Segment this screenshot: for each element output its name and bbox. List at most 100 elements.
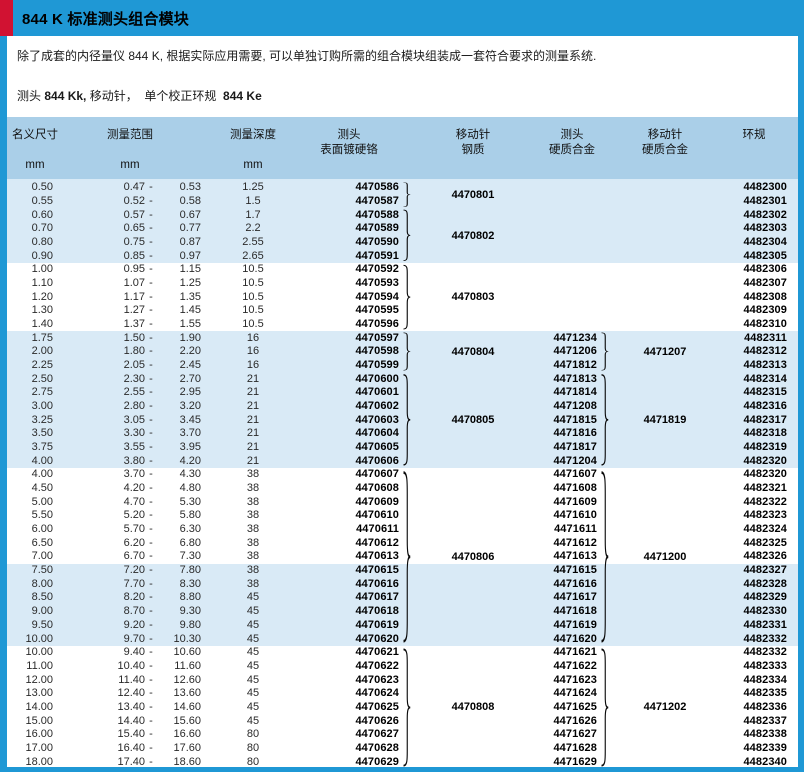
probe-chrome-partno: 4470588 [355, 208, 399, 221]
ring-gauge-partno: 4482310 [743, 318, 787, 331]
nominal-size: 0.55 [31, 195, 53, 207]
nominal-size: 9.50 [31, 618, 53, 631]
nominal-size: 6.00 [31, 523, 53, 536]
range-max: 2.20 [179, 345, 201, 358]
range-min: 3.70 [123, 468, 145, 481]
group-brace-chrome [399, 331, 415, 372]
range-min: 1.50 [123, 331, 145, 344]
nominal-size: 1.75 [31, 331, 53, 344]
nominal-size: 14.00 [25, 700, 53, 713]
measuring-depth: 1.7 [245, 208, 261, 221]
probe-chrome-partno: 4470594 [355, 290, 399, 303]
ring-gauge-partno: 4482322 [743, 495, 787, 508]
measuring-depth: 10.5 [242, 277, 264, 290]
range-separator: - [149, 427, 153, 440]
probe-carbide-partno: 4471613 [553, 550, 597, 563]
range-max: 0.97 [179, 249, 201, 262]
row-shading-band [7, 563, 798, 646]
probe-chrome-partno: 4470613 [355, 550, 399, 563]
range-separator: - [149, 372, 153, 385]
needle-steel-partno: 4470802 [451, 229, 495, 242]
probe-group: 0.60 0.57-0.67 1.7 4470588 4482302 0.70 0.65-0… [7, 208, 798, 263]
ring-gauge-partno: 4482304 [743, 236, 787, 249]
probe-carbide-partno: 4471234 [553, 331, 597, 344]
probe-carbide-partno: 4471814 [553, 386, 597, 399]
table-body: 0.50 0.47-0.53 1.25 4470586 4482300 0.55 0.52-… [7, 181, 798, 767]
range-separator: - [149, 509, 153, 522]
probe-chrome-partno: 4470592 [355, 263, 399, 276]
range-min: 3.55 [123, 441, 145, 454]
probe-chrome-partno: 4470604 [355, 427, 399, 440]
measuring-depth: 21 [246, 454, 260, 467]
ring-gauge-partno: 4482334 [743, 673, 787, 686]
subtitle-model-844kk: 844 Kk, [44, 89, 87, 103]
range-max: 4.20 [179, 454, 201, 467]
measuring-depth: 45 [246, 659, 260, 672]
ring-gauge-partno: 4482335 [743, 687, 787, 700]
probe-chrome-partno: 4470617 [355, 591, 399, 604]
ring-gauge-partno: 4482321 [743, 482, 787, 495]
range-min: 6.70 [123, 550, 145, 563]
probe-chrome-partno: 4470625 [355, 700, 399, 713]
subtitle-middle: 移动针， 单个校正环规 [86, 89, 224, 103]
ring-gauge-partno: 4482320 [743, 454, 787, 467]
range-separator: - [149, 618, 153, 631]
nominal-size: 0.70 [31, 222, 53, 235]
range-min: 5.70 [123, 523, 145, 536]
range-separator: - [149, 290, 153, 303]
nominal-size: 2.00 [31, 345, 53, 358]
measuring-depth: 80 [246, 741, 260, 754]
range-max: 1.25 [179, 277, 201, 290]
range-max: 0.67 [179, 208, 201, 221]
range-separator: - [149, 413, 153, 426]
range-max: 6.30 [179, 523, 201, 536]
range-separator: - [149, 564, 153, 577]
range-separator: - [149, 728, 153, 741]
measuring-depth: 38 [246, 468, 260, 481]
range-separator: - [149, 755, 153, 767]
nominal-size: 11.00 [26, 659, 53, 672]
range-max: 4.30 [179, 468, 201, 481]
range-separator: - [149, 454, 153, 467]
range-max: 3.95 [179, 441, 201, 454]
probe-chrome-partno: 4470598 [355, 345, 399, 358]
range-separator: - [149, 236, 153, 249]
probe-chrome-partno: 4470626 [355, 714, 399, 727]
measuring-depth: 45 [246, 618, 260, 631]
ring-gauge-partno: 4482317 [743, 413, 787, 426]
group-brace-chrome [399, 646, 415, 767]
measuring-depth: 38 [246, 550, 260, 563]
measuring-depth: 10.5 [242, 263, 264, 276]
needle-steel-partno: 4470803 [451, 291, 495, 304]
nominal-size: 4.50 [31, 482, 53, 495]
probe-group: 10.00 9.40-10.60 45 4470621 4471621 4482332 11… [7, 646, 798, 767]
range-min: 0.95 [123, 263, 145, 276]
range-min: 14.40 [117, 714, 145, 727]
range-min: 0.65 [123, 222, 145, 235]
subtitle-lead: 测头 [17, 89, 45, 103]
ring-gauge-partno: 4482305 [743, 249, 787, 262]
nominal-size: 2.75 [31, 386, 53, 399]
measuring-depth: 45 [246, 646, 260, 659]
probe-carbide-partno: 4471816 [553, 427, 597, 440]
measuring-depth: 21 [246, 386, 260, 399]
probe-chrome-partno: 4470628 [355, 741, 399, 754]
range-max: 11.60 [174, 659, 201, 672]
unit-mm: mm [120, 159, 140, 171]
range-min: 1.27 [123, 304, 145, 317]
col-header-probe-carbide: 测头 硬质合金 [549, 129, 595, 156]
range-min: 1.37 [123, 318, 145, 331]
measuring-depth: 80 [246, 728, 260, 741]
nominal-size: 10.00 [25, 646, 53, 659]
range-min: 0.57 [123, 208, 145, 221]
range-separator: - [149, 222, 153, 235]
ring-gauge-partno: 4482309 [743, 304, 787, 317]
range-max: 12.60 [173, 673, 201, 686]
measuring-depth: 2.55 [242, 236, 264, 249]
range-max: 0.87 [179, 236, 201, 249]
red-accent-bar [0, 0, 13, 36]
col-header-nominal: 名义尺寸 mm [12, 129, 58, 171]
ring-gauge-partno: 4482326 [743, 550, 787, 563]
probe-carbide-partno: 4471618 [553, 605, 597, 618]
